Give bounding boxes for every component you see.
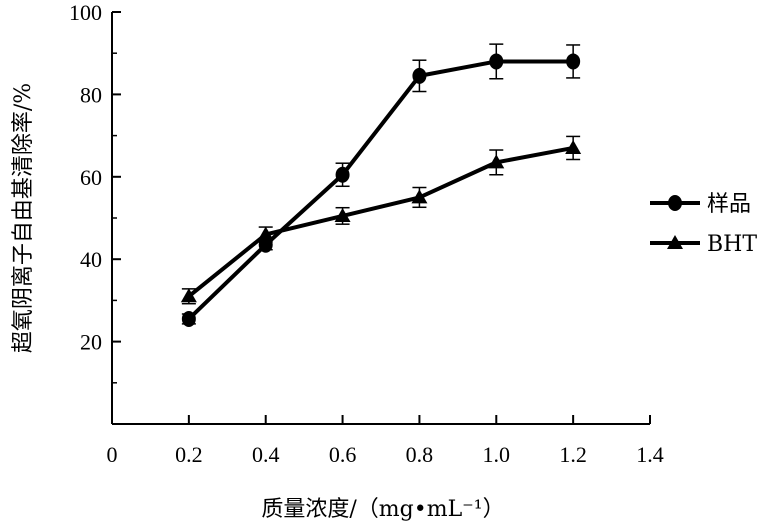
y-tick-label: 60 [80, 165, 102, 190]
legend-marker [668, 195, 682, 211]
legend-label: 样品 [707, 192, 751, 217]
axes [111, 12, 650, 425]
data-point [489, 53, 504, 70]
data-point [335, 166, 350, 183]
legend-marker [667, 235, 683, 249]
data-point [488, 154, 505, 169]
series-bht [180, 135, 582, 305]
data-point [334, 207, 351, 222]
legend-label: BHT [707, 232, 757, 257]
y-tick-label: 100 [69, 0, 102, 25]
x-tick-label: 0.2 [175, 442, 203, 467]
x-tick-label: 0.6 [329, 442, 357, 467]
ticks: 0 0.2 0.4 0.6 0.8 1.0 1.2 1.4 20 40 60 80 100 [69, 0, 664, 467]
y-tick-label: 80 [80, 82, 102, 107]
series-line [187, 145, 574, 298]
series-line [187, 59, 574, 321]
series-sample [181, 43, 581, 327]
data-point [411, 189, 428, 204]
x-tick-label: 0 [107, 442, 118, 467]
y-tick-label: 40 [80, 247, 102, 272]
x-tick-label: 0.8 [406, 442, 434, 467]
data-point [181, 310, 196, 327]
data-point [566, 53, 581, 70]
series-layer [180, 43, 582, 327]
x-tick-label: 1.0 [483, 442, 511, 467]
data-point [412, 67, 427, 84]
y-axis-title: 超氧阴离子自由基清除率/% [11, 83, 36, 353]
y-tick-label: 20 [80, 330, 102, 355]
x-tick-label: 1.4 [636, 442, 664, 467]
data-point [258, 236, 273, 253]
data-point [257, 226, 274, 241]
data-point [180, 288, 197, 303]
legend-item-bht: BHT [650, 232, 757, 257]
legend-item-sample: 样品 [650, 192, 751, 217]
legend: 样品 BHT [650, 192, 757, 257]
x-tick-label: 0.4 [252, 442, 280, 467]
data-point [565, 139, 582, 154]
x-tick-label: 1.2 [559, 442, 587, 467]
x-axis-title: 质量浓度/（mg•mL⁻¹） [261, 497, 504, 522]
